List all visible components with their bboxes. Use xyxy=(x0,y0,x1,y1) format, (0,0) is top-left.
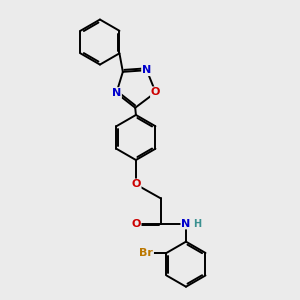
Text: Br: Br xyxy=(139,248,153,258)
Text: N: N xyxy=(142,65,151,75)
Text: O: O xyxy=(151,87,160,97)
Text: O: O xyxy=(131,218,141,229)
Text: N: N xyxy=(182,218,190,229)
Text: H: H xyxy=(193,218,201,229)
Text: O: O xyxy=(131,179,141,189)
Text: N: N xyxy=(112,88,121,98)
